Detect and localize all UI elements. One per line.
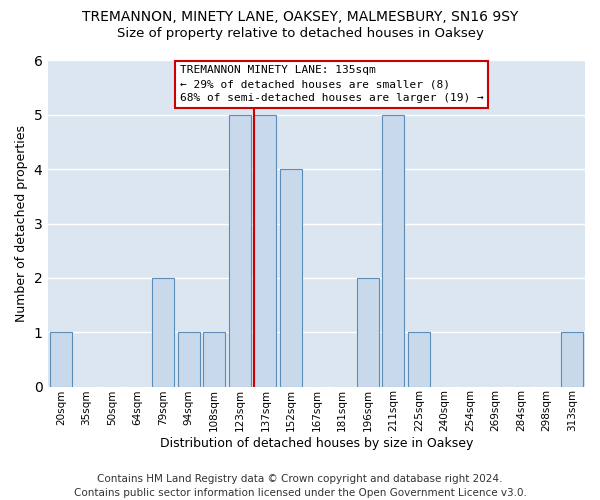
Bar <box>280 169 302 386</box>
Text: TREMANNON MINETY LANE: 135sqm
← 29% of detached houses are smaller (8)
68% of se: TREMANNON MINETY LANE: 135sqm ← 29% of d… <box>179 66 484 104</box>
Y-axis label: Number of detached properties: Number of detached properties <box>15 125 28 322</box>
Bar <box>152 278 174 386</box>
Bar <box>562 332 583 386</box>
Bar <box>203 332 225 386</box>
Bar <box>254 115 276 386</box>
Bar <box>50 332 71 386</box>
Bar <box>382 115 404 386</box>
Text: Contains HM Land Registry data © Crown copyright and database right 2024.
Contai: Contains HM Land Registry data © Crown c… <box>74 474 526 498</box>
X-axis label: Distribution of detached houses by size in Oaksey: Distribution of detached houses by size … <box>160 437 473 450</box>
Bar <box>229 115 251 386</box>
Bar <box>408 332 430 386</box>
Text: Size of property relative to detached houses in Oaksey: Size of property relative to detached ho… <box>116 28 484 40</box>
Bar <box>357 278 379 386</box>
Text: TREMANNON, MINETY LANE, OAKSEY, MALMESBURY, SN16 9SY: TREMANNON, MINETY LANE, OAKSEY, MALMESBU… <box>82 10 518 24</box>
Bar <box>178 332 200 386</box>
